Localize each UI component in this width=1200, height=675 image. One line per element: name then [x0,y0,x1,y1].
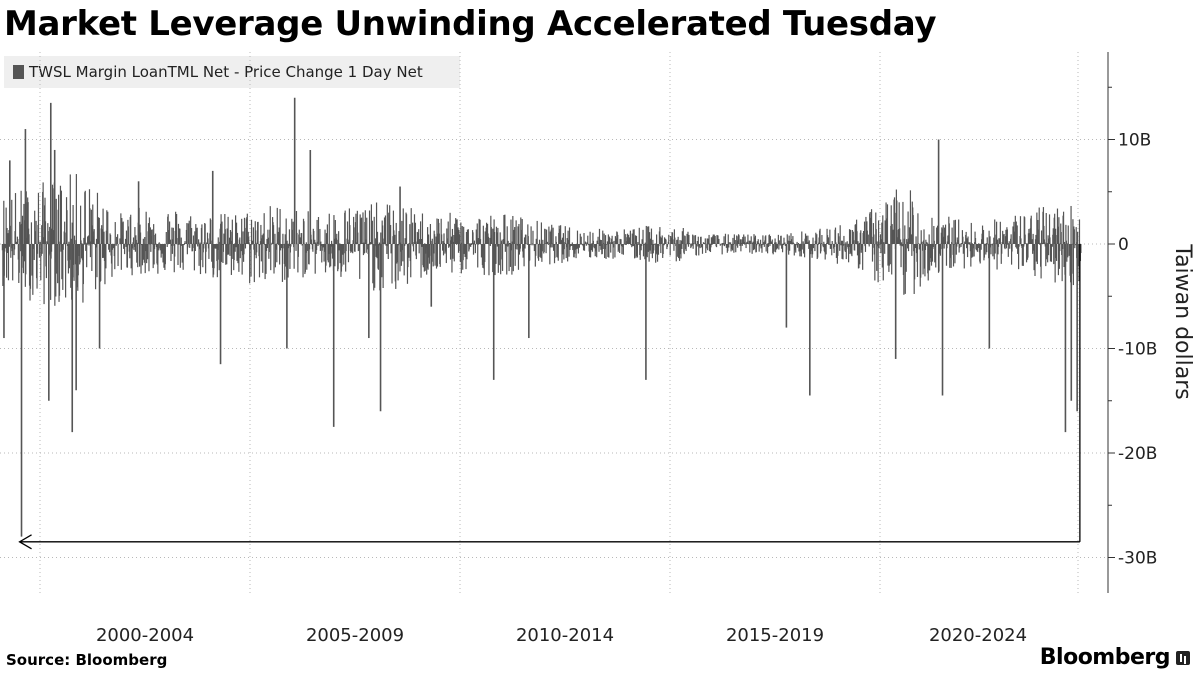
legend: TWSL Margin LoanTML Net - Price Change 1… [4,56,460,88]
chart-title: Market Leverage Unwinding Accelerated Tu… [4,4,937,44]
y-tick-label: 0 [1118,235,1129,255]
x-tick-label: 2005-2009 [306,625,404,646]
series-bars [1,174,1082,306]
y-tick-label: -20B [1118,444,1157,464]
x-tick-label: 2000-2004 [96,625,194,646]
bloomberg-terminal-icon [1176,650,1190,665]
y-tick-label: -10B [1118,340,1157,360]
source-note: Source: Bloomberg [6,651,168,669]
x-tick-label: 2020-2024 [929,625,1027,646]
brand-name: Bloomberg [1039,645,1171,670]
legend-label: TWSL Margin LoanTML Net - Price Change 1… [29,63,423,81]
y-tick-label: 10B [1118,131,1151,151]
x-tick-label: 2010-2014 [516,625,614,646]
brand-logo: Bloomberg [1040,645,1190,670]
legend-swatch [13,65,24,79]
x-tick-label: 2015-2019 [726,625,824,646]
arrow-head [18,534,32,550]
y-tick-label: -30B [1118,549,1157,569]
y-axis-title: Taiwan dollars [1170,243,1195,399]
